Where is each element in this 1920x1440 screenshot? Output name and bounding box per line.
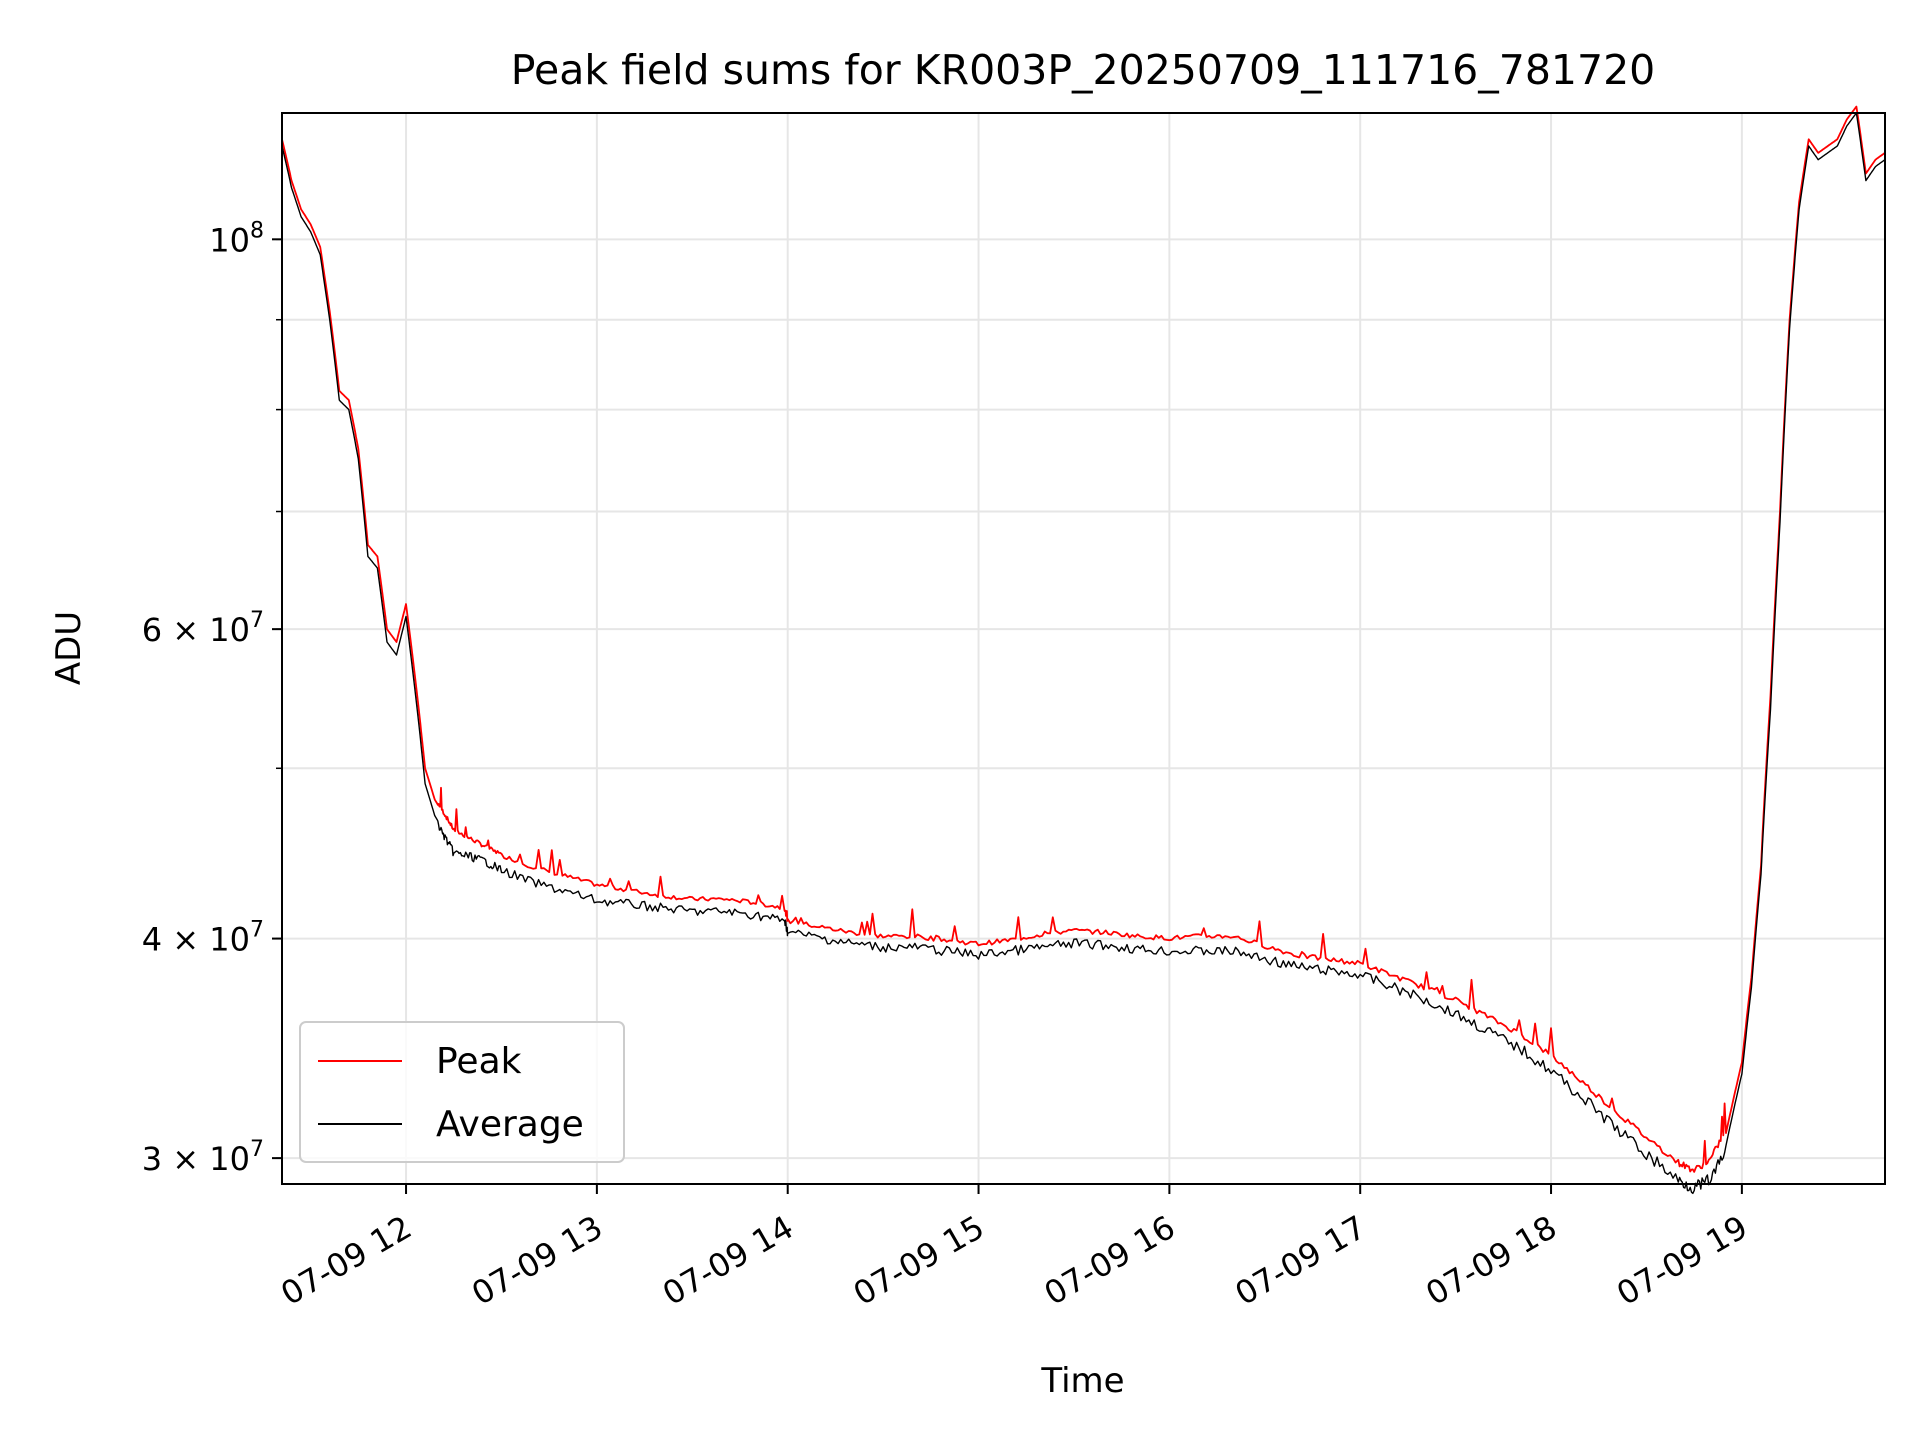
legend-label: Peak xyxy=(436,1041,522,1082)
plot-frame xyxy=(281,112,1886,1185)
series-layer xyxy=(281,105,1886,1195)
legend-box xyxy=(299,1021,625,1163)
y-tick-label: 4 × 107 xyxy=(142,918,264,959)
legend-label: Average xyxy=(436,1104,584,1145)
x-axis-label: Time xyxy=(1040,1361,1124,1401)
series-line-average xyxy=(281,112,1886,1195)
y-tick-label: 6 × 107 xyxy=(142,608,264,649)
y-axis-label: ADU xyxy=(49,611,89,685)
y-tick-label: 3 × 107 xyxy=(142,1137,264,1178)
y-axis-ticks: 108 6 × 107 4 × 107 3 × 107 xyxy=(142,218,282,1178)
chart-title: Peak field sums for KR003P_20250709_1117… xyxy=(511,46,1656,94)
legend: Peak Average xyxy=(299,1021,625,1163)
y-tick-label: 108 xyxy=(209,218,264,259)
